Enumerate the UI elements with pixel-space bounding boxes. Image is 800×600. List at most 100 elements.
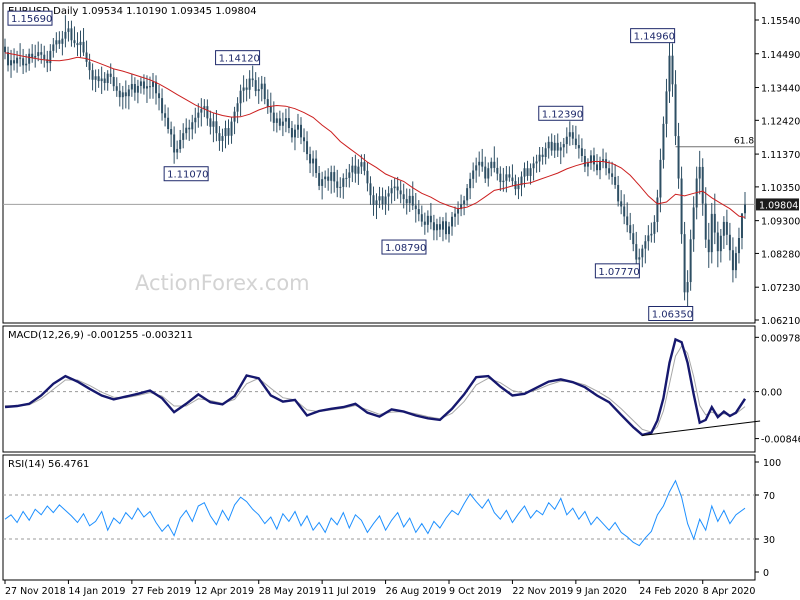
- candle-body: [16, 57, 19, 64]
- candle-body: [339, 186, 342, 188]
- last-price-tag-text: 1.09804: [759, 200, 798, 211]
- candle-body: [155, 81, 158, 94]
- candle-body: [589, 155, 592, 164]
- candle-body: [629, 225, 632, 234]
- candle-body: [284, 118, 287, 122]
- candle-body: [490, 161, 493, 169]
- candle-body: [632, 233, 635, 245]
- price-annotation-text: 1.08790: [385, 243, 426, 254]
- price-annotation-box: [630, 28, 676, 44]
- candle-body: [293, 129, 296, 138]
- candle-body: [170, 129, 173, 135]
- time-axis: 27 Nov 2018 14 Jan 2019 27 Feb 2019 12 Apr …: [4, 580, 756, 597]
- candle-body: [677, 136, 680, 179]
- candle-body: [76, 43, 79, 46]
- price-pane-title: EURUSD,Daily 1.09534 1.10190 1.09345 1.0…: [8, 6, 257, 17]
- candle-body: [508, 174, 511, 178]
- candle-body: [469, 178, 472, 189]
- candle-body: [526, 168, 529, 176]
- candle-body: [641, 248, 644, 258]
- rsi-line: [4, 479, 746, 547]
- candle-body: [363, 162, 366, 171]
- candle-body: [212, 121, 215, 127]
- candle-body: [728, 234, 731, 251]
- candle-body: [164, 113, 167, 118]
- candle-body: [417, 209, 420, 215]
- candle-body: [130, 83, 133, 90]
- candle-body: [19, 57, 22, 59]
- candle-body: [22, 58, 25, 66]
- candle-body: [327, 176, 330, 181]
- candle-body: [290, 128, 293, 138]
- candle-body: [121, 92, 124, 98]
- candle-body: [55, 40, 58, 45]
- rsi-axis-label: 100: [763, 458, 781, 469]
- candle-body: [58, 40, 61, 44]
- candle-body: [659, 159, 662, 198]
- candle-body: [248, 78, 251, 90]
- candle-body: [251, 78, 254, 81]
- candle-body: [281, 121, 284, 126]
- price-annotation-box: [594, 263, 640, 279]
- candle-body: [112, 76, 115, 87]
- candle-body: [441, 221, 444, 230]
- candle-body: [357, 166, 360, 174]
- candle-body: [635, 244, 638, 260]
- candle-body: [61, 38, 64, 44]
- candle-body: [562, 144, 565, 148]
- candle-body: [43, 54, 46, 60]
- candle-body: [737, 238, 740, 254]
- candle-body: [257, 89, 260, 92]
- macd-signal-line: [4, 345, 746, 433]
- candle-body: [88, 61, 91, 71]
- candle-body: [230, 121, 233, 136]
- candle-body: [158, 93, 161, 99]
- candle-body: [82, 41, 85, 53]
- candle-body: [414, 205, 417, 210]
- candle-body: [31, 53, 34, 58]
- price-annotation-text: 1.06350: [652, 309, 693, 320]
- candle-body: [662, 123, 665, 160]
- candle-body: [224, 128, 227, 137]
- fib-618-label: 61.8: [734, 137, 754, 147]
- price-annotation-box: [538, 105, 584, 121]
- candle-body: [263, 83, 266, 100]
- candle-body: [402, 194, 405, 200]
- candle-body: [408, 195, 411, 204]
- candle-body: [583, 156, 586, 167]
- candle-body: [118, 90, 121, 98]
- candle-body: [167, 117, 170, 130]
- macd-trend-line: [642, 420, 761, 436]
- candle-body: [321, 179, 324, 186]
- macd-main-line: [4, 337, 747, 437]
- rsi-axis-label: 0: [763, 568, 769, 579]
- price-annotation-text: 1.07770: [598, 267, 639, 278]
- candle-body: [106, 73, 109, 84]
- candle-body: [744, 204, 746, 214]
- price-axis-label: 1.07230: [761, 283, 800, 294]
- time-axis-label: 14 Jan 2019: [68, 586, 125, 597]
- macd-pane-title: MACD(12,26,9) -0.001255 -0.003211: [8, 330, 193, 341]
- candle-body: [638, 257, 641, 260]
- candle-body: [245, 87, 248, 90]
- candle-body: [315, 158, 318, 174]
- time-axis-label: 8 Apr 2020: [703, 586, 756, 597]
- candle-body: [306, 141, 309, 155]
- rsi-axis-label: 30: [763, 535, 775, 546]
- price-annotation-text: 1.15690: [11, 14, 52, 25]
- candle-body: [375, 200, 378, 205]
- candle-body: [559, 147, 562, 151]
- candle-body: [188, 127, 191, 130]
- macd-pane: MACD(12,26,9) -0.001255 -0.003211 0.00978…: [2, 325, 800, 453]
- candle-body: [254, 80, 257, 92]
- candle-body: [194, 117, 197, 123]
- candle-body: [218, 133, 221, 141]
- candle-body: [161, 98, 164, 114]
- candle-body: [460, 204, 463, 210]
- candle-body: [221, 136, 224, 141]
- rsi-pane-frame: [2, 454, 756, 581]
- price-pane-frame: [2, 2, 756, 324]
- price-annotation-text: 1.12390: [542, 109, 583, 120]
- candle-body: [100, 78, 103, 82]
- candle-body: [296, 124, 299, 130]
